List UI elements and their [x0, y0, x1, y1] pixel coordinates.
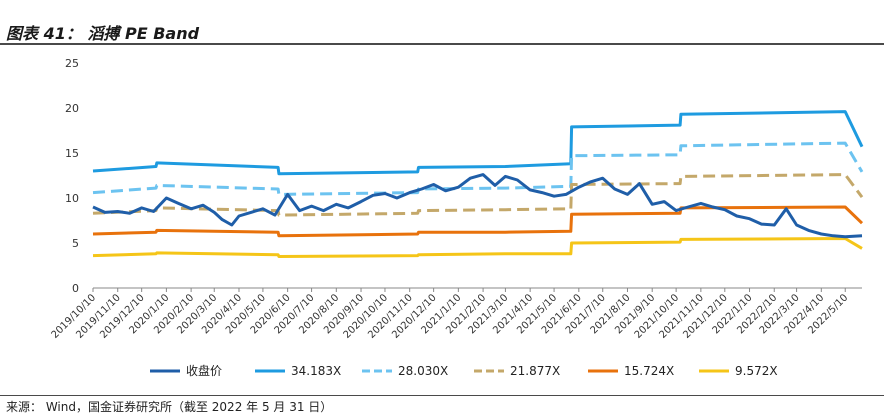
y-tick-label: 15: [65, 147, 79, 160]
legend-label: 9.572X: [735, 364, 778, 378]
legend-label: 28.030X: [398, 364, 448, 378]
y-tick-label: 25: [65, 57, 79, 70]
legend-label: 34.183X: [291, 364, 341, 378]
y-tick-label: 20: [65, 102, 79, 115]
source-note: 来源： Wind，国金证券研究所（截至 2022 年 5 月 31 日）: [6, 400, 333, 414]
pe-band-chart: 05101520252019/10/102019/11/102019/12/10…: [50, 57, 864, 378]
legend-label: 21.877X: [510, 364, 560, 378]
series-line: [92, 110, 864, 176]
series-line: [92, 205, 864, 238]
series-line: [92, 173, 863, 239]
y-tick-label: 10: [65, 192, 79, 205]
series-line: [92, 141, 864, 196]
y-tick-label: 0: [72, 282, 79, 295]
legend-label: 15.724X: [624, 364, 674, 378]
footer-divider: [0, 395, 884, 396]
figure-title: 图表 41： 滔搏 PE Band: [6, 24, 200, 43]
y-tick-label: 5: [72, 237, 79, 250]
legend-label: 收盘价: [186, 363, 222, 378]
title-divider: [0, 43, 884, 45]
series-line: [92, 237, 863, 258]
